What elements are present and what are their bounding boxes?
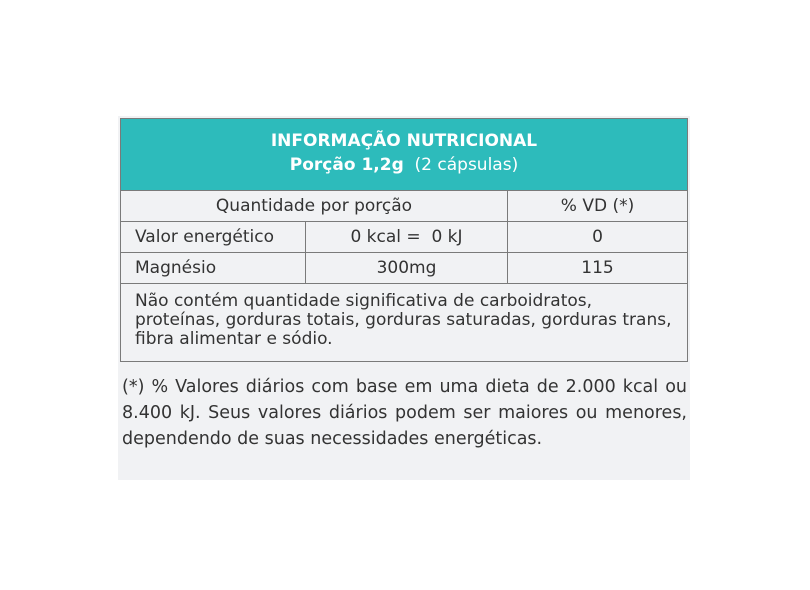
nutrient-name: Magnésio (121, 253, 306, 283)
quantity-header: Quantidade por porção (121, 191, 508, 221)
portion-label: Porção 1,2g (289, 155, 404, 175)
nutrient-name: Valor energético (121, 222, 306, 252)
table-title: INFORMAÇÃO NUTRICIONAL (270, 131, 538, 151)
portion-units: (2 cápsulas) (414, 155, 519, 175)
table-row: Valor energético 0 kcal = 0 kJ 0 (121, 222, 687, 253)
table-row: Magnésio 300mg 115 (121, 253, 687, 284)
table-header: INFORMAÇÃO NUTRICIONAL Porção 1,2g (2 cá… (121, 119, 687, 191)
table-note: Não contém quantidade significativa de c… (135, 291, 672, 349)
nutrient-vd: 0 (592, 227, 603, 247)
nutrient-vd: 115 (581, 258, 614, 278)
nutrient-amount: 0 kcal = 0 kJ (306, 222, 508, 252)
vd-header: % VD (*) (560, 196, 635, 216)
nutrient-amount: 300mg (306, 253, 508, 283)
column-header-row: Quantidade por porção % VD (*) (121, 191, 687, 222)
footnote: (*) % Valores diários com base em uma di… (122, 377, 687, 449)
nutrition-table: INFORMAÇÃO NUTRICIONAL Porção 1,2g (2 cá… (120, 118, 688, 362)
